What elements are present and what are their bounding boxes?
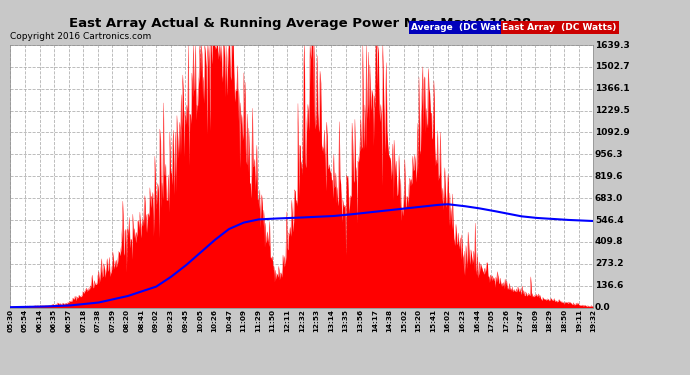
Text: 546.4: 546.4 bbox=[595, 216, 623, 225]
Text: 409.8: 409.8 bbox=[595, 237, 623, 246]
Text: 136.6: 136.6 bbox=[595, 281, 623, 290]
Text: East Array Actual & Running Average Power Mon May 9 19:38: East Array Actual & Running Average Powe… bbox=[69, 17, 531, 30]
Text: 0.0: 0.0 bbox=[595, 303, 611, 312]
Text: Average  (DC Watts): Average (DC Watts) bbox=[411, 23, 514, 32]
Text: 819.6: 819.6 bbox=[595, 172, 623, 181]
Text: 1092.9: 1092.9 bbox=[595, 128, 629, 137]
Text: 1502.7: 1502.7 bbox=[595, 62, 629, 71]
Text: 1366.1: 1366.1 bbox=[595, 84, 629, 93]
Text: 683.0: 683.0 bbox=[595, 194, 623, 202]
Text: Copyright 2016 Cartronics.com: Copyright 2016 Cartronics.com bbox=[10, 32, 152, 41]
Text: 273.2: 273.2 bbox=[595, 259, 623, 268]
Text: 956.3: 956.3 bbox=[595, 150, 623, 159]
Text: East Array  (DC Watts): East Array (DC Watts) bbox=[502, 23, 617, 32]
Text: 1639.3: 1639.3 bbox=[595, 40, 629, 50]
Text: 1229.5: 1229.5 bbox=[595, 106, 629, 115]
